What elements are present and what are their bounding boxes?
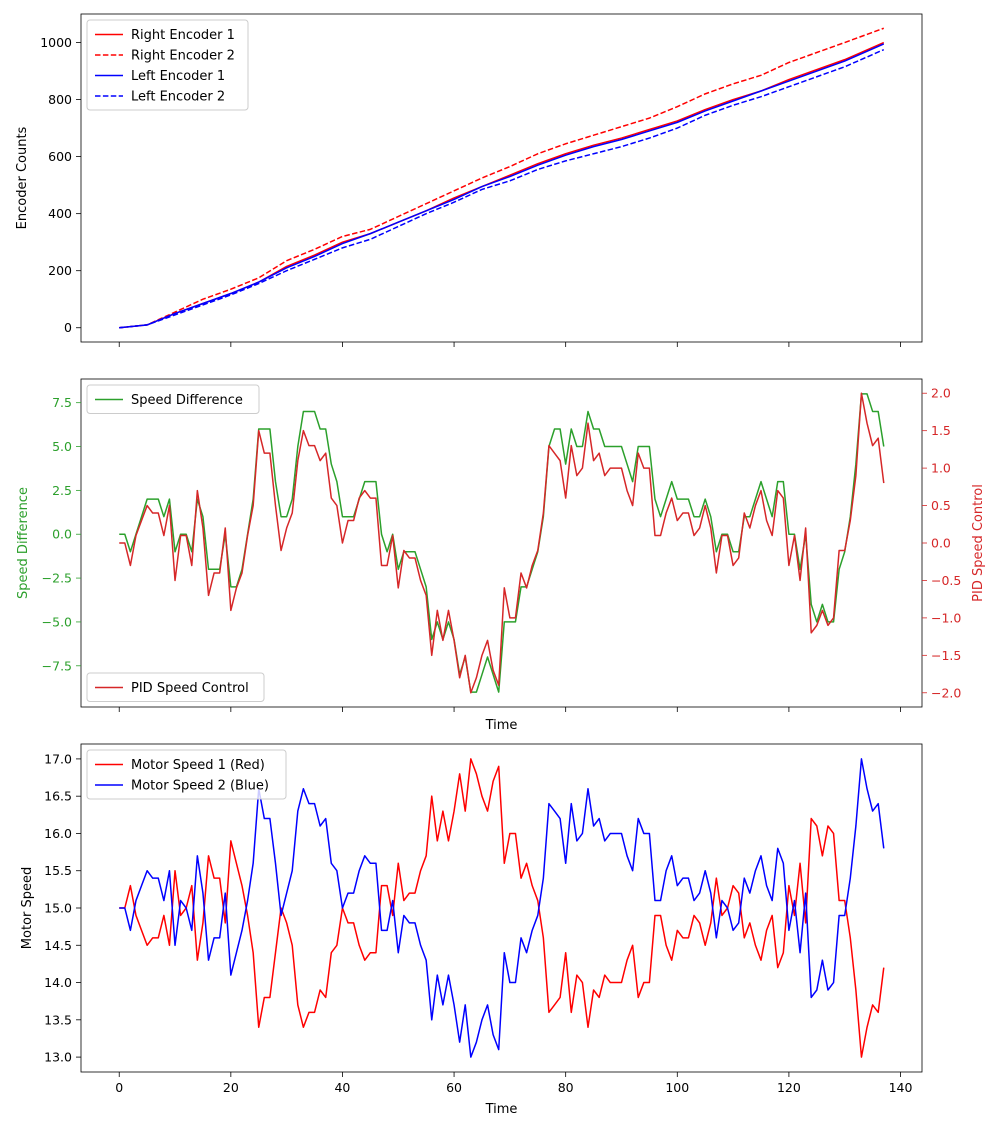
y-tick-label: 600 (48, 149, 72, 164)
x-tick-label: 80 (558, 1080, 574, 1095)
legend-frame (86, 672, 265, 702)
legend-label-right-encoder-1: Right Encoder 1 (131, 28, 235, 43)
legend-frame (86, 19, 249, 111)
y-tick-label: 14.5 (44, 938, 72, 953)
y-tick-label: 2.5 (52, 483, 72, 498)
y-right-tick-label: 2.0 (931, 386, 951, 401)
y-axis-label: Speed Difference (16, 487, 31, 599)
legend-frame (86, 384, 260, 414)
legend-label-left-encoder-1: Left Encoder 1 (131, 69, 225, 84)
series-group (119, 758, 885, 1058)
y-axis-label: Motor Speed (20, 867, 35, 949)
series-line-pid-speed-control (119, 392, 885, 694)
y-tick-label: 13.5 (44, 1012, 72, 1027)
legend-label-right-encoder-2: Right Encoder 2 (131, 49, 235, 64)
x-tick-label: 120 (777, 1080, 801, 1095)
encoder-counts-panel: 0 200 400 600 800 1000 Encoder Counts Right Enc… (15, 13, 923, 347)
legend-label-pid-speed-control: PID Speed Control (131, 681, 249, 696)
y-right-tick-label: 1.0 (931, 461, 951, 476)
x-tick-label: 100 (665, 1080, 689, 1095)
y-tick-label: −5.0 (42, 614, 72, 629)
y-tick-label: 15.0 (44, 901, 72, 916)
legend-pid-speed-control: PID Speed Control (86, 672, 265, 702)
y-tick-label: 5.0 (52, 439, 72, 454)
legend-label-left-encoder-2: Left Encoder 2 (131, 90, 225, 105)
legend-label-motor-speed-1-red: Motor Speed 1 (Red) (131, 758, 265, 773)
x-tick-label: 0 (115, 1080, 123, 1095)
legend-speed-difference: Speed Difference (86, 384, 260, 414)
legend: Motor Speed 1 (Red) Motor Speed 2 (Blue) (86, 749, 287, 800)
y-right-tick-label: −1.5 (931, 648, 961, 663)
series-line-left-encoder-1 (119, 43, 885, 329)
y-tick-label: 7.5 (52, 395, 72, 410)
y-axis-label: Encoder Counts (15, 126, 30, 229)
series-line-left-encoder-2 (119, 48, 885, 329)
y-right-axis-label: PID Speed Control (971, 484, 986, 602)
y-right-tick-label: −2.0 (931, 685, 961, 700)
y-right-tick-label: −0.5 (931, 573, 961, 588)
x-tick-label: 20 (223, 1080, 239, 1095)
legend: Right Encoder 1 Right Encoder 2 Left Encod… (86, 19, 249, 111)
y-tick-label: 0 (64, 320, 72, 335)
y-tick-label: 200 (48, 263, 72, 278)
motor-speed-panel: 0 20 40 60 80 100 120 140 13.0 13.5 14.0 14.5 15.0 15… (20, 743, 923, 1117)
x-tick-label: 40 (334, 1080, 350, 1095)
y-tick-label: 1000 (40, 35, 72, 50)
y-tick-label: −7.5 (42, 658, 72, 673)
series-group (119, 27, 885, 329)
y-tick-label: 17.0 (44, 751, 72, 766)
series-line-motor-speed-1-red (119, 758, 885, 1058)
y-tick-label: 15.5 (44, 863, 72, 878)
y-tick-label: 16.0 (44, 826, 72, 841)
legend-frame (86, 749, 287, 800)
series-group (119, 392, 885, 694)
series-line-motor-speed-2-blue (119, 758, 885, 1058)
x-axis-label: Time (485, 1102, 518, 1117)
x-tick-label: 60 (446, 1080, 462, 1095)
y-right-tick-label: 0.0 (931, 536, 951, 551)
y-tick-label: −2.5 (42, 571, 72, 586)
y-right-tick-label: 0.5 (931, 498, 951, 513)
legend-label-speed-difference: Speed Difference (131, 393, 243, 408)
legend-label-motor-speed-2-blue: Motor Speed 2 (Blue) (131, 779, 269, 794)
y-tick-label: 14.0 (44, 975, 72, 990)
y-tick-label: 800 (48, 92, 72, 107)
y-tick-label: 16.5 (44, 789, 72, 804)
y-tick-label: 0.0 (52, 527, 72, 542)
speed-difference-panel: −7.5 −5.0 −2.5 0.0 2.5 5.0 7.5 −2.0 −1.5 −1.0 −0.5… (16, 378, 986, 733)
y-tick-label: 13.0 (44, 1050, 72, 1065)
x-tick-label: 140 (889, 1080, 913, 1095)
y-right-tick-label: 1.5 (931, 423, 951, 438)
y-tick-label: 400 (48, 206, 72, 221)
x-axis-label: Time (485, 718, 518, 733)
plot-frame (80, 13, 923, 343)
y-right-tick-label: −1.0 (931, 610, 961, 625)
